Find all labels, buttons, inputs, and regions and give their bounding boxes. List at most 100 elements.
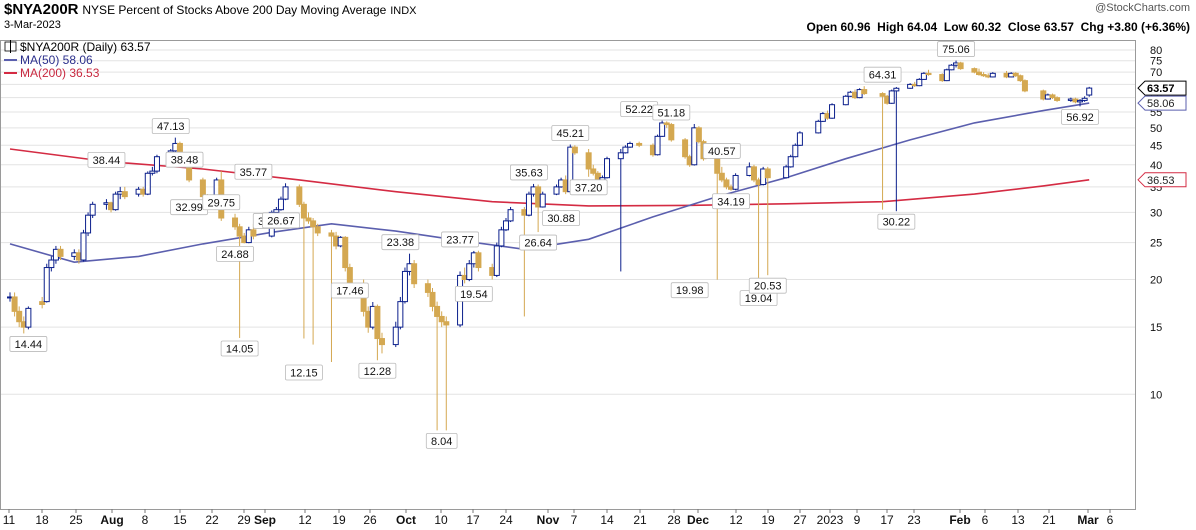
- candle-body: [732, 174, 739, 190]
- callout-label: 37.20: [575, 182, 603, 194]
- candle-body: [815, 120, 822, 134]
- callout-label: 38.44: [93, 155, 121, 167]
- callout-label: 19.54: [460, 289, 488, 301]
- callout-box: [519, 234, 558, 251]
- candle-body: [11, 296, 18, 312]
- x-tick-label: Aug: [100, 513, 123, 527]
- candle-body: [893, 87, 900, 92]
- callout-label: 17.46: [336, 286, 364, 298]
- candle-body: [89, 203, 96, 216]
- callout-label: 19.98: [676, 285, 704, 297]
- candle-body: [153, 156, 160, 172]
- candle-body: [626, 142, 633, 148]
- candle-body: [714, 158, 721, 174]
- callout-label: 51.18: [658, 107, 686, 119]
- candle-body: [346, 267, 353, 285]
- callout-box: [712, 193, 750, 210]
- candle-body: [971, 68, 978, 73]
- x-tick-label: 24: [499, 513, 513, 527]
- x-tick-label: 23: [907, 513, 921, 527]
- candle-body: [636, 142, 643, 146]
- candle-body: [48, 259, 55, 269]
- candle-body: [80, 232, 87, 261]
- candle-body: [493, 245, 500, 276]
- x-tick-label: 9: [854, 513, 861, 527]
- candle-body: [236, 226, 243, 237]
- callout-label: 30.88: [547, 213, 575, 225]
- x-tick-label: 25: [69, 513, 83, 527]
- price-tag-ma50: [1137, 95, 1187, 111]
- candle-body: [498, 229, 505, 247]
- x-tick-label: 18: [35, 513, 49, 527]
- candle-body: [149, 170, 156, 174]
- candle-body: [300, 203, 307, 219]
- candle-body: [916, 78, 923, 87]
- candle-body: [668, 124, 675, 141]
- price-tag-label-ma200: 36.53: [1147, 175, 1175, 187]
- x-tick-label: 7: [571, 513, 578, 527]
- exchange: INDX: [390, 5, 417, 17]
- callout-box: [569, 179, 608, 196]
- callout-label: 52.22: [625, 104, 653, 116]
- candle-body: [539, 193, 546, 208]
- candle-body: [466, 263, 473, 281]
- candle-body: [277, 198, 284, 211]
- plot-frame: [0, 40, 1136, 510]
- candle-body: [112, 193, 119, 211]
- candle-body: [617, 152, 624, 160]
- candle-body: [957, 62, 964, 70]
- callout-label: 32.99: [175, 202, 203, 214]
- candle-body: [1081, 97, 1088, 101]
- x-tick-label: 21: [1042, 513, 1056, 527]
- candle-body: [750, 166, 757, 181]
- candle-body: [121, 191, 128, 198]
- candle-body: [397, 301, 404, 328]
- candle-body: [434, 305, 441, 317]
- x-tick-label: 8: [142, 513, 149, 527]
- candle-body: [888, 90, 895, 104]
- callout-box: [937, 41, 975, 57]
- x-tick-label: Oct: [396, 513, 416, 527]
- candle-body: [948, 64, 955, 71]
- x-tick-label: 13: [1011, 513, 1025, 527]
- candle-body: [475, 252, 482, 269]
- candle-body: [585, 152, 592, 170]
- x-tick-label: Mar: [1077, 513, 1099, 527]
- symbol: $NYA200R: [4, 1, 79, 18]
- price-tag-label-close: 63.57: [1147, 83, 1175, 95]
- candle-body: [401, 270, 408, 303]
- x-tick-label: 19: [332, 513, 346, 527]
- callout-label: 38.48: [171, 155, 199, 167]
- candle-body: [282, 186, 289, 200]
- candle-body: [787, 156, 794, 168]
- ma200-layer: [9, 148, 1090, 207]
- candle-body: [695, 127, 702, 143]
- y-tick-label: 25: [1150, 238, 1162, 250]
- callout-label: 64.31: [869, 70, 897, 82]
- candle-body: [43, 267, 50, 303]
- x-tick-label: 6: [982, 513, 989, 527]
- callout-label: 35.77: [240, 167, 268, 179]
- y-tick-label: 15: [1150, 322, 1162, 334]
- candle-body: [411, 263, 418, 285]
- callout-box: [234, 163, 273, 180]
- candle-body: [273, 209, 280, 213]
- candle-body: [525, 193, 532, 216]
- callout-label: 34.19: [717, 196, 745, 208]
- callout-box: [542, 210, 580, 227]
- callout-label: 45.21: [557, 128, 585, 140]
- callout-box: [202, 194, 241, 211]
- callout-box: [285, 364, 323, 381]
- candle-body: [144, 172, 151, 195]
- price-tags: 63.57 58.06 36.53: [1137, 80, 1187, 188]
- candle-body: [1086, 87, 1093, 96]
- callout-box: [863, 66, 902, 83]
- candle-body: [1017, 75, 1024, 82]
- y-tick-label: 75: [1150, 56, 1162, 68]
- brand-logo: @StockCharts.com: [1095, 2, 1190, 14]
- candle-body: [374, 305, 381, 340]
- y-tick-label: 20: [1150, 275, 1162, 287]
- candle-body: [392, 326, 399, 346]
- legend-ma200: MA(200) 36.53: [20, 66, 100, 80]
